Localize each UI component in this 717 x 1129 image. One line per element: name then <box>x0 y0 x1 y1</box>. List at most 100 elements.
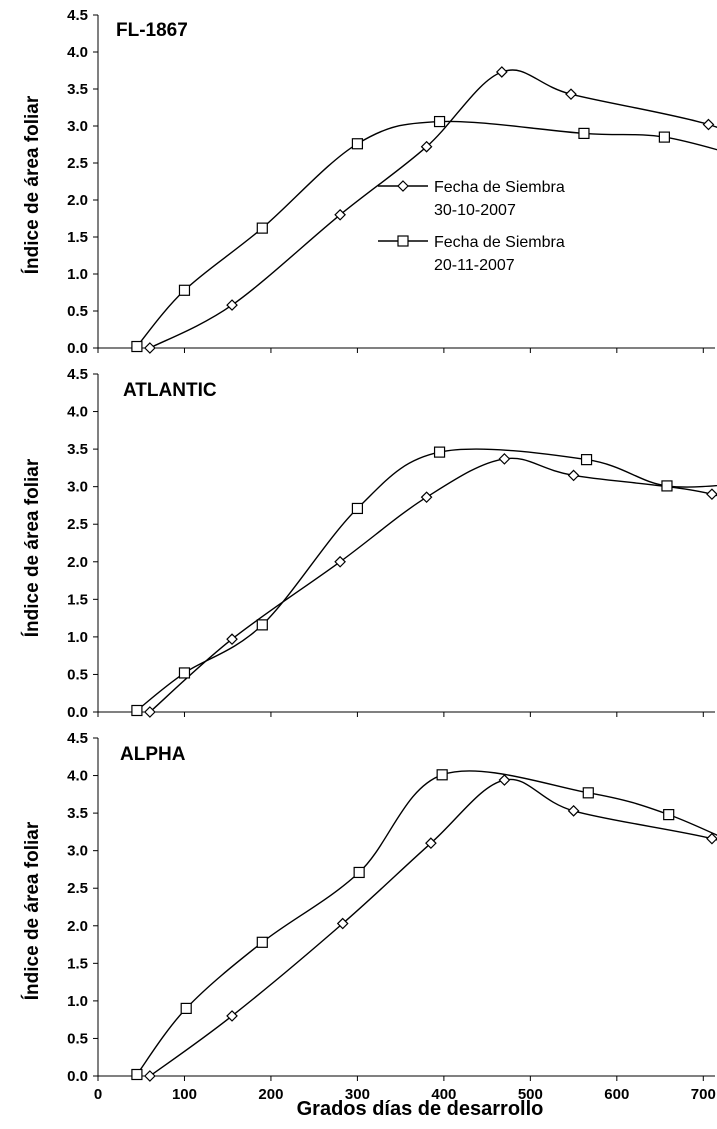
y-tick-label: 4.0 <box>67 404 88 421</box>
legend-diamond-marker <box>397 180 409 192</box>
panel-title: ATLANTIC <box>123 380 217 401</box>
y-tick-label: 4.0 <box>67 44 88 61</box>
square-marker <box>658 131 670 143</box>
x-tick-label: 400 <box>431 1086 456 1103</box>
series-line-diamond <box>149 457 717 713</box>
series-line-square <box>136 770 717 1075</box>
y-tick-label: 1.5 <box>67 229 88 246</box>
diamond-marker <box>495 66 508 78</box>
square-marker <box>582 787 594 799</box>
diamond-marker <box>565 88 577 101</box>
chart-panel-3: 0.0 0.5 1.0 1.5 2.0 2.5 3.0 3.5 4.0 4.5 0 100 200 300… <box>21 730 717 1103</box>
panel-title: FL-1867 <box>116 20 188 41</box>
legend-square-marker <box>397 235 409 247</box>
diamond-marker <box>144 342 156 354</box>
x-tick-label: 200 <box>258 1086 283 1103</box>
diamond-marker <box>144 1070 156 1082</box>
series-line-diamond <box>149 778 717 1077</box>
y-tick-label: 2.0 <box>67 554 88 571</box>
diamond-marker <box>567 805 580 817</box>
y-tick-label: 0.5 <box>67 666 88 683</box>
diamond-marker <box>498 774 511 786</box>
x-tick-label: 300 <box>345 1086 370 1103</box>
x-tick-label: 700 <box>691 1086 716 1103</box>
x-tick-label: 600 <box>604 1086 629 1103</box>
y-tick-label: 0.0 <box>67 704 88 721</box>
diamond-marker <box>226 1010 238 1022</box>
square-marker <box>663 809 675 821</box>
y-tick-label: 2.5 <box>67 516 88 533</box>
y-tick-label: 1.0 <box>67 629 88 646</box>
y-tick-label: 0.5 <box>67 1030 88 1047</box>
panel-title: ALPHA <box>120 744 186 765</box>
x-axis-title: Grados días de desarrollo <box>297 1098 544 1120</box>
square-marker <box>178 284 191 296</box>
square-marker <box>131 340 143 353</box>
series-line-square <box>136 120 717 347</box>
y-tick-label: 4.5 <box>67 7 88 24</box>
square-marker <box>351 138 364 150</box>
x-tick-label: 0 <box>94 1086 102 1103</box>
y-tick-label: 2.0 <box>67 192 88 209</box>
diamond-marker <box>420 140 433 153</box>
legend-date: 30-10-2007 <box>434 202 516 219</box>
square-marker <box>131 704 143 717</box>
y-axis-title: Índice de área foliar <box>21 458 43 637</box>
y-tick-label: 2.5 <box>67 880 88 897</box>
diamond-marker <box>226 633 238 645</box>
chart-panels: 0.0 0.5 1.0 1.5 2.0 2.5 3.0 3.5 4.0 4.5 FL-1867 Índ… <box>21 7 717 1103</box>
chart-panel-1: 0.0 0.5 1.0 1.5 2.0 2.5 3.0 3.5 4.0 4.5 FL-1867 Índ… <box>21 7 717 357</box>
square-marker <box>433 115 446 128</box>
square-marker <box>353 866 365 879</box>
square-marker <box>578 127 590 139</box>
square-marker <box>131 1068 143 1081</box>
y-tick-label: 0.5 <box>67 303 88 320</box>
y-tick-label: 1.5 <box>67 591 88 608</box>
y-tick-label: 3.0 <box>67 843 88 860</box>
y-axis-title: Índice de área foliar <box>21 821 43 1000</box>
y-tick-label: 1.5 <box>67 955 88 972</box>
diamond-marker <box>706 488 717 501</box>
diamond-marker <box>567 469 580 482</box>
diamond-marker <box>425 837 437 850</box>
y-tick-label: 3.5 <box>67 81 88 98</box>
y-axis-title: Índice de área foliar <box>21 95 43 274</box>
y-tick-label: 0.0 <box>67 340 88 357</box>
x-tick-label: 500 <box>518 1086 543 1103</box>
square-marker <box>661 480 673 492</box>
diamond-marker <box>334 208 346 221</box>
diamond-marker <box>226 299 238 311</box>
diamond-marker <box>498 453 511 465</box>
y-tick-label: 4.5 <box>67 366 88 383</box>
square-marker <box>256 222 268 234</box>
y-tick-label: 2.0 <box>67 918 88 935</box>
square-marker <box>433 446 446 458</box>
y-tick-label: 0.0 <box>67 1068 88 1085</box>
square-marker <box>180 1002 192 1015</box>
y-tick-label: 4.0 <box>67 768 88 785</box>
series-line-diamond <box>149 69 717 349</box>
legend-label: Fecha de Siembra <box>434 179 565 196</box>
square-marker <box>436 769 448 781</box>
y-tick-label: 3.5 <box>67 441 88 458</box>
y-tick-label: 4.5 <box>67 730 88 747</box>
legend-date: 20-11-2007 <box>434 257 515 274</box>
square-marker <box>580 454 593 466</box>
diamond-marker <box>334 555 346 568</box>
y-tick-label: 1.0 <box>67 266 88 283</box>
y-tick-label: 2.5 <box>67 155 88 172</box>
legend-label: Fecha de Siembra <box>434 234 565 251</box>
x-tick-label: 100 <box>172 1086 197 1103</box>
y-tick-label: 3.5 <box>67 805 88 822</box>
y-tick-label: 1.0 <box>67 993 88 1010</box>
y-tick-label: 3.0 <box>67 479 88 496</box>
diamond-marker <box>706 832 717 845</box>
square-marker <box>256 936 268 948</box>
diamond-marker <box>420 491 433 504</box>
diamond-marker <box>144 706 156 718</box>
diamond-marker <box>702 118 715 131</box>
legend: Fecha de Siembra 30-10-2007 Fecha de Siemb… <box>378 179 565 274</box>
y-tick-label: 3.0 <box>67 118 88 135</box>
square-marker <box>178 667 191 679</box>
chart-panel-2: 0.0 0.5 1.0 1.5 2.0 2.5 3.0 3.5 4.0 4.5 ATLANTIC Ín… <box>21 366 717 721</box>
